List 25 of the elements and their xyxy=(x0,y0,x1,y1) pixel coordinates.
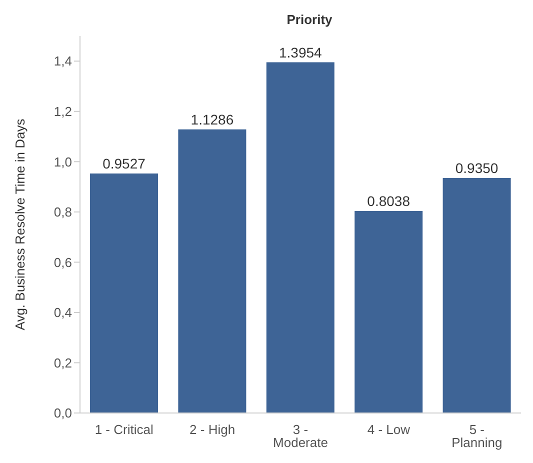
y-tick-label: 0,8 xyxy=(54,204,72,220)
data-label: 0.9350 xyxy=(455,160,498,176)
bar xyxy=(266,62,334,413)
bar xyxy=(442,178,511,413)
y-tick-label: 0,0 xyxy=(54,406,72,421)
x-tick-label: 4 - Low xyxy=(367,422,411,438)
data-label: 1.1286 xyxy=(190,111,234,128)
bar xyxy=(354,210,423,413)
y-tick-label: 0,4 xyxy=(54,305,72,320)
x-tick-label: 2 - High xyxy=(190,422,236,438)
y-tick-label: 1,0 xyxy=(54,154,72,170)
y-tick-label: 1,2 xyxy=(54,104,72,120)
chart-title: Priority xyxy=(286,12,334,27)
data-label: 1.3954 xyxy=(278,44,322,60)
bar xyxy=(90,174,158,413)
x-tick-label: 3 - Moderate xyxy=(273,422,328,450)
data-label: 0.8038 xyxy=(367,192,410,209)
bar xyxy=(178,129,246,413)
data-label: 0.9527 xyxy=(102,156,146,172)
x-tick-label: 1 - Critical xyxy=(94,422,154,438)
y-axis-title: Avg. Business Resolve Time in Days xyxy=(12,118,28,330)
y-tick-label: 1,4 xyxy=(54,54,72,69)
y-tick-label: 0,2 xyxy=(54,355,72,370)
x-tick-label: 5 - Planning xyxy=(452,422,502,450)
y-tick-label: 0,6 xyxy=(54,254,72,270)
